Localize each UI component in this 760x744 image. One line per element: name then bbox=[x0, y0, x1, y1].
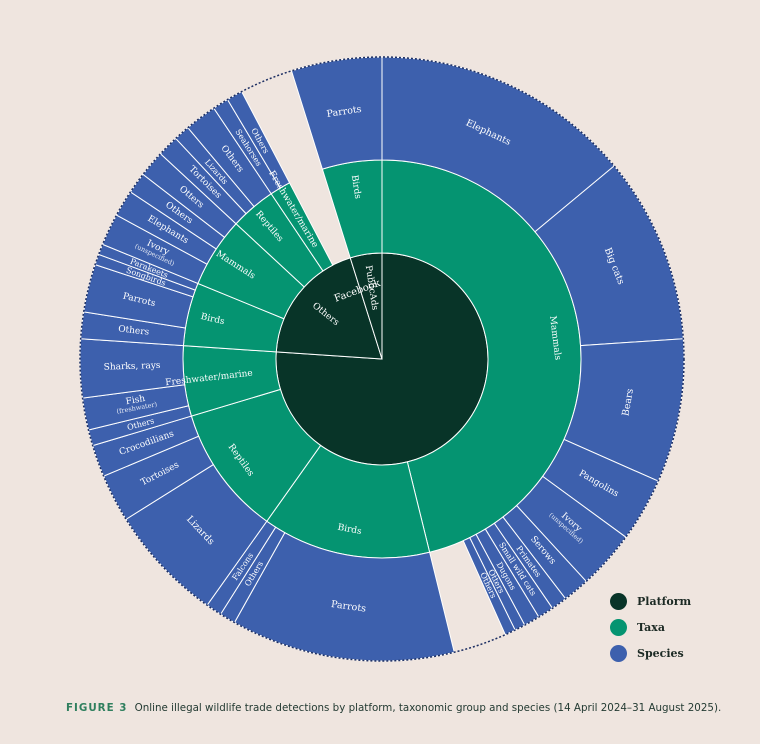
legend-swatch-species bbox=[610, 644, 627, 662]
taxa-label-publicads-birds: Birds bbox=[349, 174, 363, 200]
legend-swatch-taxa bbox=[610, 618, 627, 636]
species-segment-mammals-others bbox=[462, 536, 516, 636]
figure-caption: FIGURE 3 Online illegal wildlife trade d… bbox=[66, 702, 726, 714]
legend-item-platform: Platform bbox=[610, 588, 691, 614]
legend-item-taxa: Taxa bbox=[610, 614, 691, 640]
chart-rim bbox=[79, 56, 685, 662]
legend: Platform Taxa Species bbox=[610, 588, 691, 666]
legend-label-taxa: Taxa bbox=[637, 620, 665, 634]
species-label-birds-parrots: Parrots bbox=[326, 104, 363, 120]
legend-swatch-platform bbox=[610, 592, 627, 610]
figure-number: FIGURE 3 bbox=[66, 702, 128, 714]
species-label-birds-parrots: Parrots bbox=[330, 599, 366, 615]
legend-item-species: Species bbox=[610, 640, 691, 666]
legend-label-species: Species bbox=[637, 646, 684, 660]
species-label-freshwater-marine-sharks-rays: Sharks, rays bbox=[104, 361, 161, 373]
species-label-mammals-bears: Bears bbox=[620, 388, 636, 417]
species-segment-birds-parrots bbox=[290, 56, 383, 170]
figure-caption-text: Online illegal wildlife trade detections… bbox=[134, 702, 722, 714]
legend-label-platform: Platform bbox=[637, 594, 692, 608]
taxa-label-facebook-birds: Birds bbox=[337, 523, 363, 537]
species-label-birds-others: Others bbox=[118, 324, 150, 337]
